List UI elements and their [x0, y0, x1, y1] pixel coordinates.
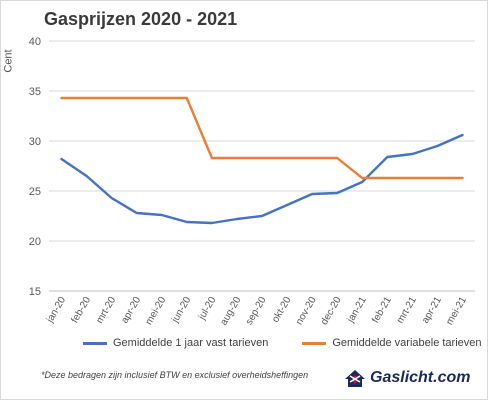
legend-swatch-variable — [302, 341, 327, 345]
x-tick-label: mei-20 — [144, 295, 169, 327]
x-tick-label: nov-20 — [294, 295, 319, 327]
legend-item-variable: Gemiddelde variabele tarieven — [302, 337, 482, 349]
legend-label-variable: Gemiddelde variabele tarieven — [332, 337, 482, 349]
chart-legend: Gemiddelde 1 jaar vast tarieven Gemiddel… — [83, 337, 482, 349]
series-line-fixed — [60, 133, 464, 225]
y-tick-label: 15 — [29, 286, 41, 298]
x-tick-label: okt-20 — [270, 295, 294, 325]
x-tick-label: jan-20 — [44, 295, 68, 326]
x-tick-label: jul-20 — [196, 295, 218, 323]
logo-text: Gaslicht.com — [370, 369, 471, 386]
x-tick-label: mrt-21 — [395, 295, 419, 326]
gaslicht-logo[interactable]: Gaslicht.com — [343, 367, 470, 389]
y-tick-label: 40 — [29, 36, 41, 48]
series-line-variable — [60, 96, 464, 180]
y-tick-label: 25 — [29, 186, 41, 198]
y-tick-label: 35 — [29, 86, 41, 98]
x-tick-label: jun-20 — [169, 295, 193, 326]
x-tick-label: aug-20 — [218, 295, 243, 328]
x-tick-label: mrt-20 — [94, 295, 118, 326]
house-flame-logo-icon — [345, 370, 365, 387]
y-tick-label: 20 — [29, 236, 41, 248]
x-tick-label: feb-20 — [69, 295, 93, 325]
legend-swatch-fixed — [83, 341, 107, 345]
x-tick-label: sep-20 — [244, 295, 269, 327]
x-tick-label: mei-21 — [444, 295, 469, 327]
legend-item-fixed: Gemiddelde 1 jaar vast tarieven — [83, 337, 268, 349]
x-tick-label: dec-20 — [319, 295, 344, 327]
y-tick-label: 30 — [29, 136, 41, 148]
x-tick-label: apr-20 — [119, 295, 143, 326]
x-tick-label: feb-21 — [370, 295, 394, 325]
x-tick-label: jan-21 — [345, 295, 369, 326]
footnote: *Deze bedragen zijn inclusief BTW en exc… — [41, 370, 309, 380]
chart-title: Gasprijzen 2020 - 2021 — [44, 9, 238, 29]
x-tick-label: apr-21 — [420, 295, 444, 326]
legend-label-fixed: Gemiddelde 1 jaar vast tarieven — [113, 337, 269, 349]
